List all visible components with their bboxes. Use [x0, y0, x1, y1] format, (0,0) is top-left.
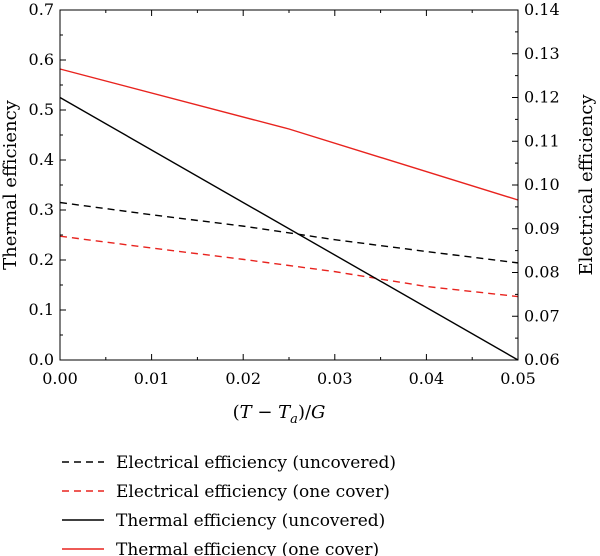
series-line-4: [59, 68, 519, 201]
legend-label-2: Electrical efficiency (one cover): [116, 482, 390, 502]
y-axis-label-right: Electrical efficiency: [576, 94, 597, 276]
x-axis-label: (T − Ta)/G: [233, 402, 326, 427]
y-right-tick-label: 0.09: [524, 219, 560, 238]
x-axis-label-part: (: [233, 402, 240, 423]
y-left-tick-label: 0.1: [29, 300, 54, 319]
ticks-layer: 0.00 0.01 0.02 0.03 0.04 0.05 0.0 0.1 0.2 0.3 0.4 0…: [29, 0, 560, 388]
x-axis-label-part: T: [278, 402, 292, 423]
y-right-tick-label: 0.10: [524, 175, 560, 194]
x-tick-label: 0.04: [409, 369, 445, 388]
y-right-tick-label: 0.14: [524, 0, 560, 19]
x-axis-label-part: T: [240, 402, 254, 423]
x-tick-label: 0.03: [317, 369, 353, 388]
series-line-1: [59, 201, 519, 264]
x-tick-label: 0.01: [134, 369, 170, 388]
plot-area: 0.00 0.01 0.02 0.03 0.04 0.05 0.0 0.1 0.2 0.3 0.4 0…: [29, 0, 560, 388]
legend-label-4: Thermal efficiency (one cover): [116, 540, 379, 556]
y-left-tick-label: 0.5: [29, 100, 54, 119]
legend: Electrical efficiency (uncovered) Electri…: [62, 453, 396, 556]
legend-label-3: Thermal efficiency (uncovered): [116, 511, 385, 531]
x-axis-label-part: −: [252, 402, 279, 423]
x-axis-label-part: G: [311, 402, 325, 423]
x-tick-label: 0.02: [225, 369, 261, 388]
y-left-tick-label: 0.0: [29, 350, 54, 369]
series-line-3: [59, 96, 519, 361]
x-axis-label-part: )/: [298, 402, 312, 423]
x-tick-label: 0.05: [500, 369, 536, 388]
y-left-tick-label: 0.7: [29, 0, 54, 19]
y-left-tick-label: 0.6: [29, 50, 54, 69]
y-right-tick-label: 0.06: [524, 350, 560, 369]
x-axis-label-subscript: a: [290, 412, 298, 427]
y-left-tick-label: 0.2: [29, 250, 54, 269]
x-tick-label: 0.00: [42, 369, 78, 388]
y-right-tick-label: 0.08: [524, 263, 560, 282]
y-axis-label-left: Thermal efficiency: [0, 99, 21, 269]
y-right-tick-label: 0.13: [524, 44, 560, 63]
y-right-tick-label: 0.11: [524, 131, 560, 150]
y-right-tick-label: 0.12: [524, 88, 560, 107]
y-right-tick-label: 0.07: [524, 306, 560, 325]
y-left-tick-label: 0.3: [29, 200, 54, 219]
series-layer: [59, 68, 519, 361]
y-left-tick-label: 0.4: [29, 150, 54, 169]
legend-label-1: Electrical efficiency (uncovered): [116, 453, 396, 473]
plot-frame: [59, 9, 519, 361]
series-line-2: [59, 235, 519, 298]
